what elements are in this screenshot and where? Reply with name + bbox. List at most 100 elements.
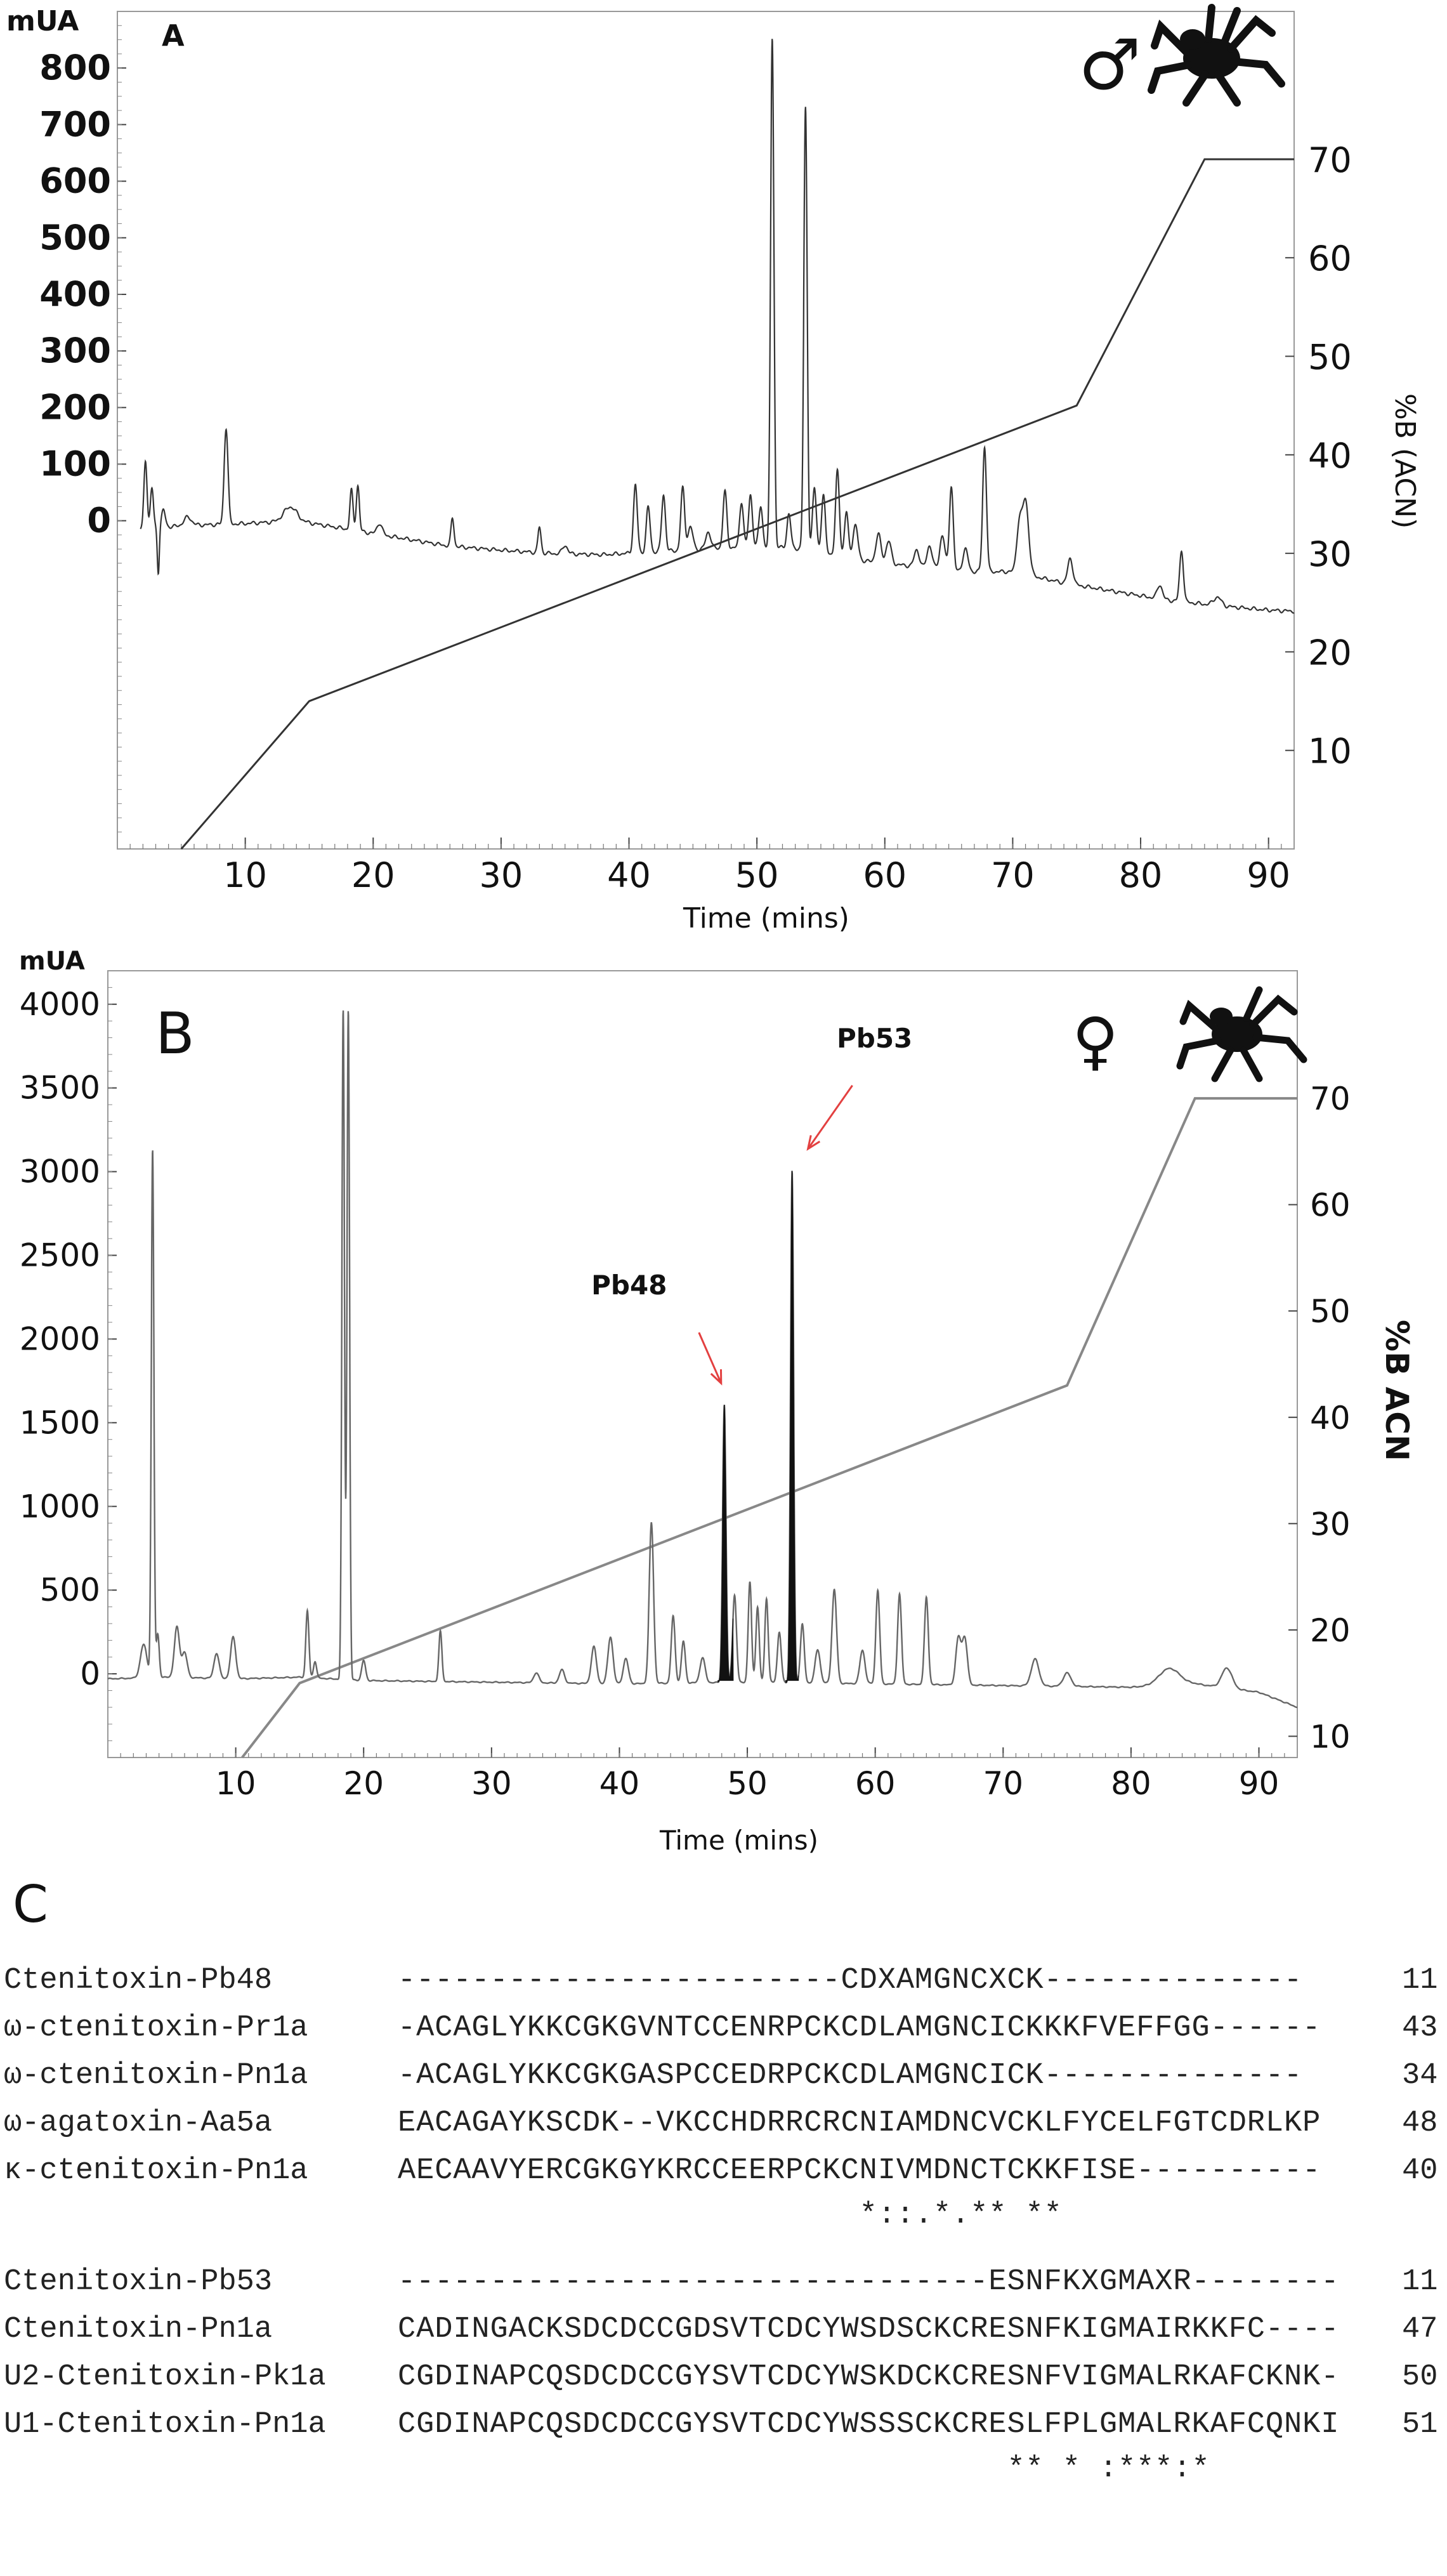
x-tick-label-b: 50 [727,1765,768,1802]
left-tick-label-b: 4000 [20,986,100,1023]
x-tick-label-b: 20 [343,1765,384,1802]
annotation-arrow [698,1332,723,1384]
spider-icon-b [1176,986,1307,1082]
x-axis-title-a: Time (mins) [683,902,849,933]
chromatogram-trace-a [140,39,1295,614]
x-tick-label-a: 50 [735,855,779,895]
right-tick-label-b: 50 [1310,1293,1351,1330]
left-tick-label-a: 600 [39,161,111,201]
sequence-length: 40 [1402,2154,1438,2188]
x-tick-label-b: 90 [1239,1765,1280,1802]
sequence-name: κ-ctenitoxin-Pn1a [4,2154,308,2188]
sequence-length: 50 [1402,2360,1438,2394]
left-tick-label-b: 3500 [20,1070,100,1107]
gradient-line-b [241,1097,1297,1759]
sequence: AECAAVYERCGKGYKRCCEERPCKCNIVMDNCTCKKFISE… [398,2154,1321,2188]
left-tick-label-b: 2500 [20,1237,100,1274]
right-tick-label-b: 10 [1310,1718,1351,1755]
alignment-row: κ-ctenitoxin-Pn1a AECAAVYERCGKGYKRCCEERP… [0,2154,1447,2198]
right-tick-label-a: 40 [1308,436,1352,476]
annotation-arrowhead [806,1134,821,1151]
right-tick-label-a: 30 [1308,534,1352,574]
x-axis-title-b: Time (mins) [659,1825,818,1856]
alignment-row: Ctenitoxin-Pn1a CADINGACKSDCDCCGDSVTCDCY… [0,2313,1447,2357]
alignment-row: ω-ctenitoxin-Pr1a -ACAGLYKKCGKGVNTCCENRP… [0,2011,1447,2056]
x-tick-label-a: 20 [351,855,395,895]
annotation-arrowhead [710,1369,723,1386]
right-axis-title-a: %B (ACN) [1389,393,1421,529]
x-tick-label-b: 30 [471,1765,512,1802]
sex-symbol-male: ♂ [1078,24,1141,105]
right-tick-label-b: 70 [1310,1081,1351,1117]
x-tick-label-b: 10 [216,1765,256,1802]
annotation-arrow [807,1084,853,1150]
sequence: --------------------------------ESNFKXGM… [398,2265,1340,2299]
chromatogram-trace-b [107,1010,1297,1709]
right-tick-label-b: 40 [1310,1400,1351,1436]
peak-annotation-label: Pb48 [591,1270,667,1301]
consensus-line: ** * :***:* [398,2452,1210,2486]
x-tick-label-a: 60 [863,855,907,895]
x-tick-label-b: 60 [855,1765,896,1802]
alignment-row: U1-Ctenitoxin-Pn1a CGDINAPCQSDCDCCGYSVTC… [0,2408,1447,2452]
alignment-row: ω-ctenitoxin-Pn1a -ACAGLYKKCGKGASPCCEDRP… [0,2059,1447,2103]
x-tick-label-a: 80 [1119,855,1163,895]
left-tick-label-b: 3000 [20,1153,100,1190]
left-tick-label-b: 0 [80,1655,100,1692]
x-tick-label-a: 70 [991,855,1035,895]
left-tick-label-b: 1500 [20,1404,100,1441]
x-tick-label-b: 40 [599,1765,640,1802]
left-tick-label-a: 400 [39,274,111,314]
collected-fraction-peak [785,1171,799,1683]
left-tick-label-a: 500 [39,218,111,258]
left-tick-label-b: 1000 [20,1488,100,1525]
right-tick-label-a: 60 [1308,239,1352,279]
panel-label-c: C [13,1875,48,1934]
sequence-name: Ctenitoxin-Pn1a [4,2313,273,2346]
x-tick-label-b: 70 [983,1765,1023,1802]
left-tick-label-a: 800 [39,48,111,88]
x-tick-label-a: 90 [1247,855,1290,895]
sequence-length: 43 [1402,2011,1438,2045]
alignment-row: Ctenitoxin-Pb53 ------------------------… [0,2265,1447,2310]
sequence: CADINGACKSDCDCCGDSVTCDCYWSDSCKCRESNFKIGM… [398,2313,1340,2346]
right-tick-label-a: 70 [1308,140,1352,180]
sex-symbol-female: ♀ [1072,1004,1118,1078]
left-tick-label-a: 0 [87,501,111,541]
left-axis-title-a: mUA [6,5,79,37]
panel-label-b: B [155,1001,195,1067]
right-tick-label-a: 50 [1308,338,1352,378]
left-tick-label-a: 700 [39,104,111,144]
sequence-length: 11 [1402,2265,1438,2299]
sequence: -ACAGLYKKCGKGASPCCEDRPCKCDLAMGNCICK-----… [398,2059,1303,2093]
alignment-row: Ctenitoxin-Pb48 ------------------------… [0,1964,1447,2008]
left-tick-label-a: 200 [39,387,111,427]
left-tick-label-a: 100 [39,444,111,484]
panel-label-a: A [162,18,185,53]
sequence-name: ω-ctenitoxin-Pn1a [4,2059,308,2093]
right-tick-label-b: 60 [1310,1187,1351,1224]
peak-annotation-label: Pb53 [837,1023,912,1054]
alignment-row: U2-Ctenitoxin-Pk1a CGDINAPCQSDCDCCGYSVTC… [0,2360,1447,2405]
sequence: ------------------------CDXAMGNCXCK-----… [398,1964,1303,1997]
sequence-name: U1-Ctenitoxin-Pn1a [4,2408,326,2441]
gradient-line-a [180,158,1294,850]
sequence-length: 34 [1402,2059,1438,2093]
right-tick-label-a: 20 [1308,633,1352,673]
x-tick-label-a: 40 [607,855,651,895]
sequence-length: 47 [1402,2313,1438,2346]
spider-icon-a [1148,4,1285,107]
sequence: CGDINAPCQSDCDCCGYSVTCDCYWSSSCKCRESLFPLGM… [398,2408,1340,2441]
left-tick-label-b: 500 [40,1572,100,1608]
x-tick-label-b: 80 [1111,1765,1151,1802]
sequence-name: ω-ctenitoxin-Pr1a [4,2011,308,2045]
chromatogram-chart-b: B mUA %B ACN Time (mins) ♀ 10 20 30 40 50 60 7… [19,947,1415,1856]
right-tick-label-b: 30 [1310,1506,1351,1542]
right-axis-title-b: %B ACN [1378,1320,1415,1461]
sequence: -ACAGLYKKCGKGVNTCCENRPCKCDLAMGNCICKKKFVE… [398,2011,1321,2045]
sequence-length: 51 [1402,2408,1438,2441]
x-tick-label-a: 30 [480,855,523,895]
sequence-name: U2-Ctenitoxin-Pk1a [4,2360,326,2394]
collected-fraction-peak [717,1405,734,1683]
sequence-name: Ctenitoxin-Pb53 [4,2265,273,2299]
